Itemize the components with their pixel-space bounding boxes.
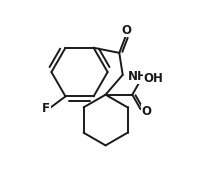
Text: F: F bbox=[42, 102, 50, 115]
Text: NH: NH bbox=[128, 70, 148, 83]
Text: O: O bbox=[141, 105, 151, 118]
Text: OH: OH bbox=[143, 72, 163, 85]
Text: O: O bbox=[122, 24, 132, 37]
